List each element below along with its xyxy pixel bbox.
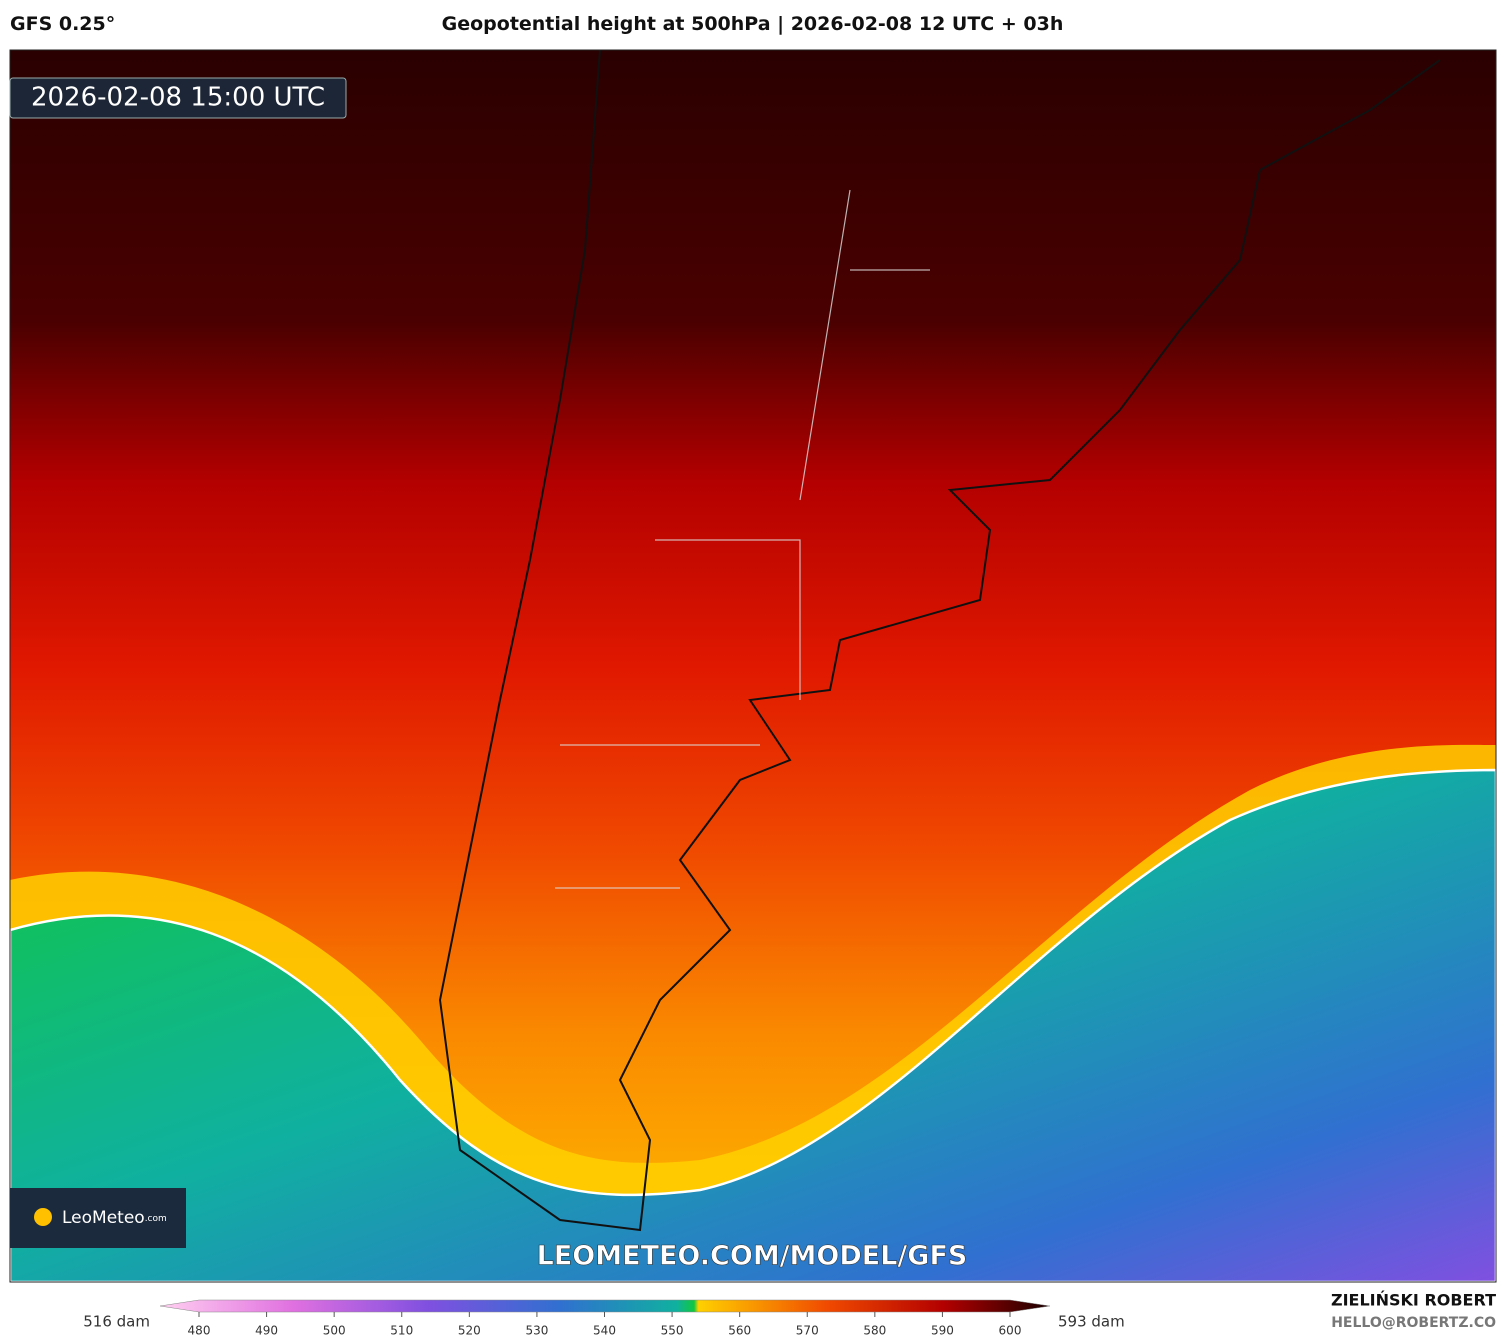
email: HELLO@ROBERTZ.CO <box>1331 1315 1496 1331</box>
colorbar-tick-label: 500 <box>323 1324 346 1338</box>
author: ZIELIŃSKI ROBERT <box>1331 1291 1496 1310</box>
colorbar-tick-label: 590 <box>931 1324 954 1338</box>
logo-suffix: .com <box>145 1214 167 1224</box>
colorbar-min: 516 dam <box>83 1313 150 1331</box>
logo: LeoMeteo.com <box>62 1208 167 1228</box>
colorbar-tick-label: 490 <box>255 1324 278 1338</box>
logo-name: LeoMeteo <box>62 1208 145 1228</box>
model-name: GFS 0.25° <box>10 13 116 35</box>
height-field <box>10 50 1496 1282</box>
colorbar-tick-label: 570 <box>796 1324 819 1338</box>
colorbar-tick-label: 530 <box>525 1324 548 1338</box>
colorbar <box>159 1299 1051 1313</box>
colorbar-tick-label: 480 <box>188 1324 211 1338</box>
colorbar-tick-label: 580 <box>863 1324 886 1338</box>
colorbar-max: 593 dam <box>1058 1313 1125 1331</box>
watermark: LEOMETEO.COM/MODEL/GFS <box>537 1241 968 1272</box>
colorbar-tick-label: 540 <box>593 1324 616 1338</box>
colorbar-tick-label: 550 <box>661 1324 684 1338</box>
colorbar-tick-label: 510 <box>390 1324 413 1338</box>
timestamp-box <box>9 77 347 119</box>
map-title: Geopotential height at 500hPa | 2026-02-… <box>441 13 1064 35</box>
colorbar-tick-label: 560 <box>728 1324 751 1338</box>
colorbar-tick-label: 520 <box>458 1324 481 1338</box>
colorbar-tick-label: 600 <box>999 1324 1022 1338</box>
timestamp: 2026-02-08 15:00 UTC <box>31 83 325 113</box>
logo-sun <box>34 1208 52 1226</box>
